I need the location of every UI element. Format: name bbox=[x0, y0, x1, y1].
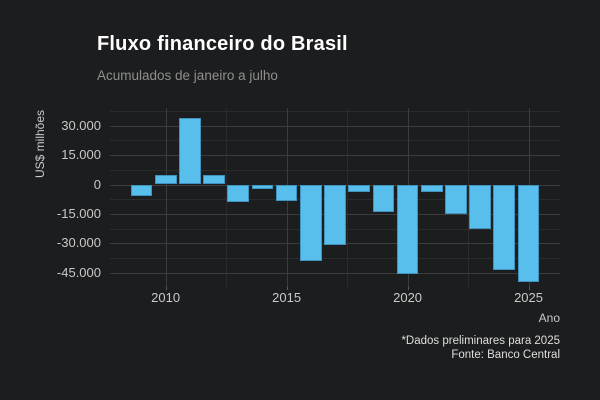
gridline-major-y bbox=[110, 125, 560, 127]
x-axis-title: Ano bbox=[538, 311, 560, 325]
x-tick-label: 2015 bbox=[272, 289, 302, 305]
y-tick-label: -45.000 bbox=[56, 264, 101, 280]
chart-subtitle: Acumulados de janeiro a julho bbox=[97, 68, 278, 83]
x-tick-mark bbox=[528, 286, 530, 290]
bar-2025 bbox=[517, 184, 540, 282]
bar-2022 bbox=[445, 184, 467, 214]
gridline-minor-x bbox=[468, 108, 470, 287]
bar-2015 bbox=[275, 184, 298, 201]
bar-2017 bbox=[324, 184, 346, 245]
bar-2013 bbox=[227, 184, 250, 202]
y-tick-label: -15.000 bbox=[56, 205, 101, 221]
x-tick-mark bbox=[165, 286, 167, 290]
bar-2009 bbox=[130, 184, 153, 197]
gridline-minor-y bbox=[110, 140, 560, 142]
bar-2024 bbox=[493, 184, 516, 271]
x-tick-mark bbox=[407, 286, 409, 290]
bar-2019 bbox=[372, 184, 395, 212]
chart-title: Fluxo financeiro do Brasil bbox=[97, 33, 348, 55]
gridline-minor-y bbox=[110, 110, 560, 112]
x-tick-label: 2010 bbox=[151, 289, 181, 305]
y-tick-label: 30.000 bbox=[61, 117, 101, 133]
gridline-major-y bbox=[110, 155, 560, 157]
bar-2023 bbox=[469, 184, 492, 230]
x-tick-mark bbox=[286, 286, 288, 290]
y-tick-label: 15.000 bbox=[61, 147, 101, 163]
bar-2020 bbox=[396, 184, 419, 274]
y-tick-label: 0 bbox=[93, 176, 101, 192]
source-credit: Fonte: Banco Central bbox=[451, 349, 560, 361]
gridline-minor-x bbox=[226, 108, 228, 287]
y-tick-label: -30.000 bbox=[56, 235, 101, 251]
footnote: *Dados preliminares para 2025 bbox=[401, 335, 560, 347]
bar-2010 bbox=[154, 175, 177, 185]
gridline-major-x bbox=[165, 108, 167, 287]
gridline-major-y bbox=[110, 272, 560, 274]
bar-2012 bbox=[203, 174, 225, 185]
bar-2014 bbox=[251, 184, 274, 190]
bar-2021 bbox=[420, 184, 443, 193]
bar-2018 bbox=[348, 184, 371, 192]
x-tick-label: 2020 bbox=[393, 289, 423, 305]
gridline-minor-y bbox=[110, 169, 560, 171]
x-tick-label: 2025 bbox=[514, 289, 543, 305]
gridline-minor-y bbox=[110, 258, 560, 260]
gridline-minor-x bbox=[347, 108, 349, 287]
bar-2016 bbox=[299, 184, 322, 261]
bar-2011 bbox=[178, 117, 201, 185]
